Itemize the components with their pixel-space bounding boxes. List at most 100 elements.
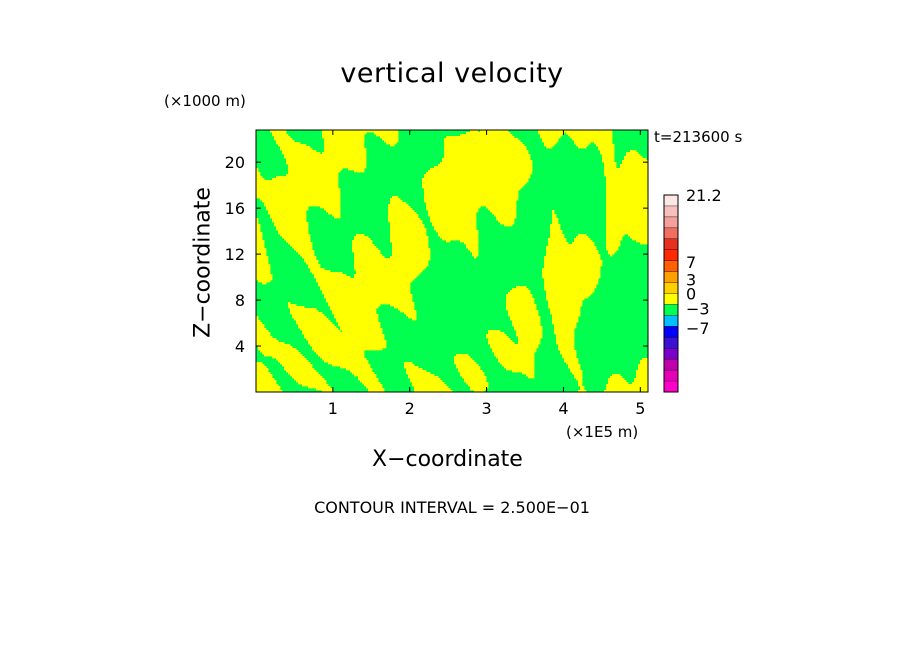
y-axis-ticks: 4 8 12 16 20 — [225, 153, 648, 356]
positive-velocity-region — [444, 142, 523, 145]
positive-velocity-region — [512, 288, 529, 291]
positive-velocity-region — [544, 280, 599, 283]
positive-velocity-region — [398, 308, 415, 311]
positive-velocity-region — [392, 196, 399, 199]
positive-velocity-region — [296, 322, 333, 325]
positive-velocity-region — [442, 238, 479, 241]
positive-velocity-region — [474, 256, 477, 259]
positive-velocity-region — [602, 154, 615, 157]
positive-velocity-region — [256, 382, 277, 385]
positive-velocity-region — [288, 302, 291, 305]
positive-velocity-region — [280, 148, 313, 151]
positive-velocity-region — [308, 340, 387, 343]
positive-velocity-region — [552, 220, 559, 223]
positive-velocity-region — [354, 374, 377, 377]
positive-velocity-region — [550, 224, 561, 227]
positive-velocity-region — [606, 182, 648, 185]
positive-velocity-region — [558, 344, 575, 347]
positive-velocity-region — [328, 304, 381, 307]
positive-velocity-region — [432, 224, 477, 227]
positive-velocity-region — [438, 164, 533, 167]
positive-velocity-region — [606, 222, 648, 225]
positive-velocity-region — [636, 370, 648, 373]
positive-velocity-region — [306, 338, 385, 341]
positive-velocity-region — [256, 196, 341, 199]
positive-velocity-region — [632, 382, 648, 385]
positive-velocity-region — [354, 274, 419, 277]
positive-velocity-region — [424, 188, 521, 191]
positive-velocity-region — [544, 264, 603, 267]
positive-velocity-region — [270, 130, 287, 133]
positive-velocity-region — [552, 318, 579, 321]
positive-velocity-region — [274, 222, 309, 225]
positive-velocity-region — [256, 326, 265, 329]
positive-velocity-region — [568, 366, 581, 369]
positive-velocity-region — [440, 236, 479, 239]
positive-velocity-region — [550, 310, 581, 313]
positive-velocity-region — [480, 130, 509, 133]
positive-velocity-region — [622, 162, 648, 165]
positive-velocity-region — [566, 132, 613, 135]
positive-velocity-region — [514, 326, 543, 329]
positive-velocity-region — [324, 146, 365, 149]
positive-velocity-region — [294, 378, 325, 381]
positive-velocity-region — [354, 238, 371, 241]
positive-velocity-region — [304, 258, 317, 261]
positive-velocity-region — [460, 240, 479, 243]
positive-velocity-region — [556, 342, 575, 345]
positive-velocity-region — [328, 302, 415, 305]
positive-velocity-region — [562, 356, 577, 359]
positive-velocity-region — [256, 272, 271, 275]
positive-velocity-region — [256, 222, 259, 225]
positive-velocity-region — [560, 352, 577, 355]
positive-velocity-region — [470, 130, 479, 133]
positive-velocity-region — [256, 368, 269, 371]
positive-velocity-region — [278, 144, 307, 147]
positive-velocity-region — [624, 156, 643, 159]
colorbar-swatch — [664, 195, 678, 207]
positive-velocity-region — [412, 384, 447, 387]
positive-velocity-region — [552, 320, 579, 323]
positive-velocity-region — [544, 258, 601, 261]
positive-velocity-region — [292, 246, 313, 249]
positive-velocity-region — [502, 364, 535, 367]
positive-velocity-region — [574, 374, 583, 377]
positive-velocity-region — [286, 162, 367, 165]
positive-velocity-region — [508, 292, 531, 295]
positive-velocity-region — [496, 356, 535, 359]
positive-velocity-region — [424, 198, 519, 201]
positive-velocity-region — [256, 248, 267, 251]
positive-velocity-region — [544, 262, 603, 265]
positive-velocity-region — [310, 344, 387, 347]
positive-velocity-region — [278, 232, 309, 235]
positive-velocity-region — [316, 280, 413, 283]
positive-velocity-region — [260, 198, 341, 201]
positive-velocity-region — [606, 214, 648, 217]
positive-velocity-region — [256, 376, 273, 379]
positive-velocity-region — [504, 366, 535, 369]
positive-velocity-region — [414, 390, 453, 392]
positive-velocity-region — [496, 218, 515, 221]
positive-velocity-region — [360, 380, 379, 383]
positive-velocity-region — [390, 200, 403, 203]
x-axis-ticks: 1 2 3 4 5 — [328, 130, 645, 418]
positive-velocity-region — [286, 174, 339, 177]
positive-velocity-region — [626, 152, 639, 155]
positive-velocity-region — [414, 386, 449, 389]
positive-velocity-region — [606, 236, 623, 239]
positive-velocity-region — [434, 166, 533, 169]
positive-velocity-region — [256, 384, 279, 387]
positive-velocity-region — [430, 216, 477, 219]
positive-velocity-region — [604, 170, 648, 173]
positive-velocity-region — [306, 262, 319, 265]
positive-velocity-region — [548, 302, 583, 305]
positive-velocity-region — [256, 378, 275, 381]
positive-velocity-region — [284, 154, 367, 157]
positive-velocity-region — [340, 328, 383, 331]
colorbar-label: −3 — [686, 299, 710, 318]
positive-velocity-region — [606, 246, 619, 249]
positive-velocity-region — [288, 242, 313, 245]
positive-velocity-region — [466, 132, 511, 135]
positive-velocity-region — [508, 312, 539, 315]
positive-velocity-region — [492, 212, 517, 215]
